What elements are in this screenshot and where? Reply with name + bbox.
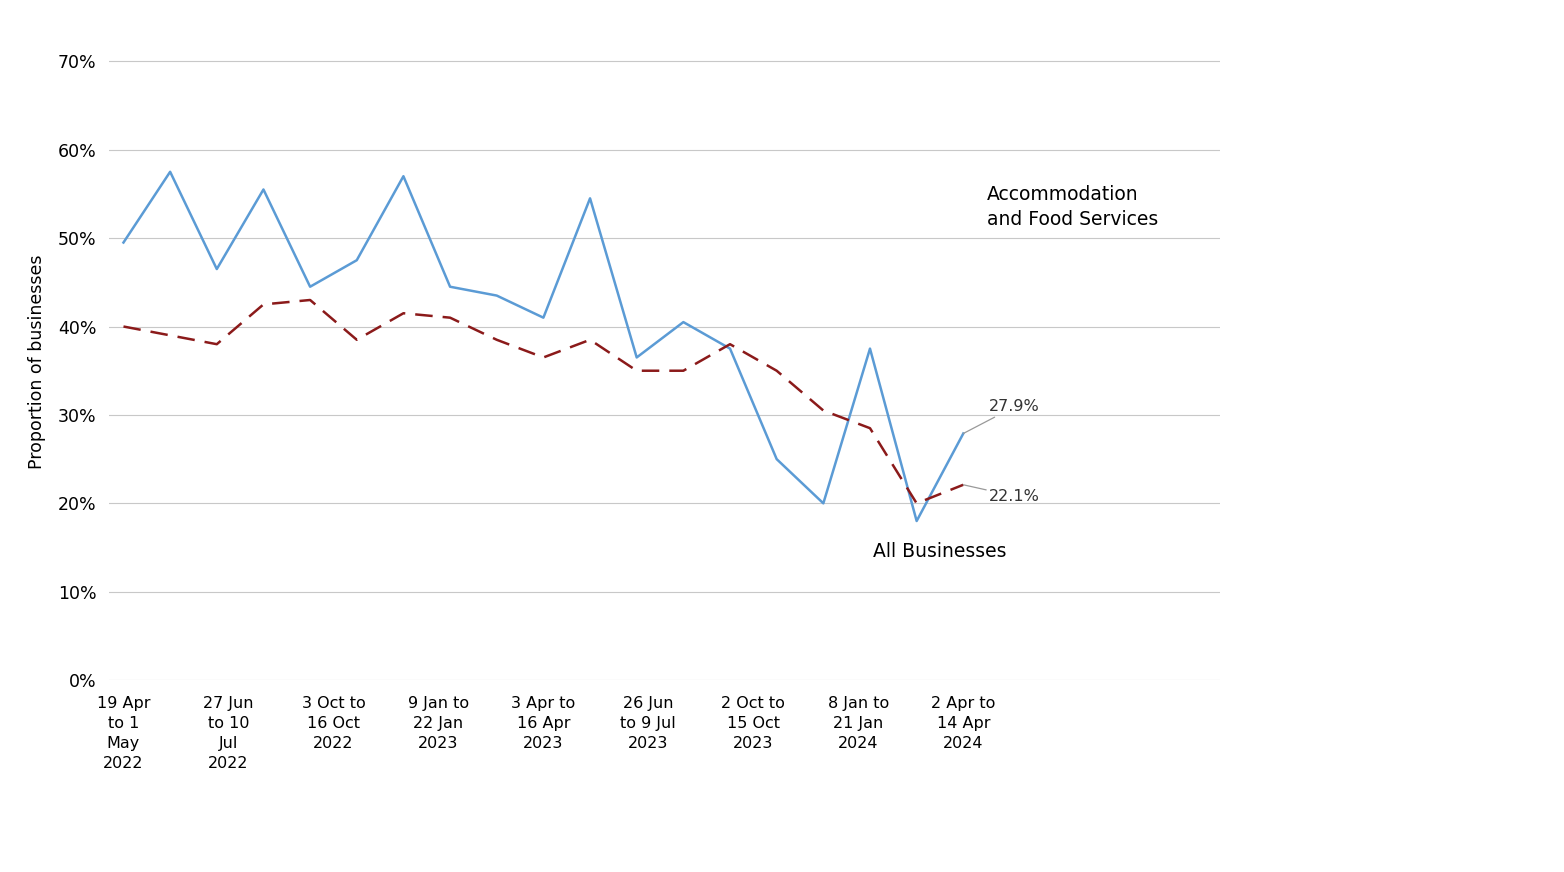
Text: 27.9%: 27.9%	[963, 399, 1040, 433]
Y-axis label: Proportion of businesses: Proportion of businesses	[28, 255, 47, 469]
Text: Accommodation
and Food Services: Accommodation and Food Services	[987, 185, 1157, 229]
Text: 22.1%: 22.1%	[963, 485, 1040, 504]
Text: All Businesses: All Businesses	[873, 542, 1007, 562]
